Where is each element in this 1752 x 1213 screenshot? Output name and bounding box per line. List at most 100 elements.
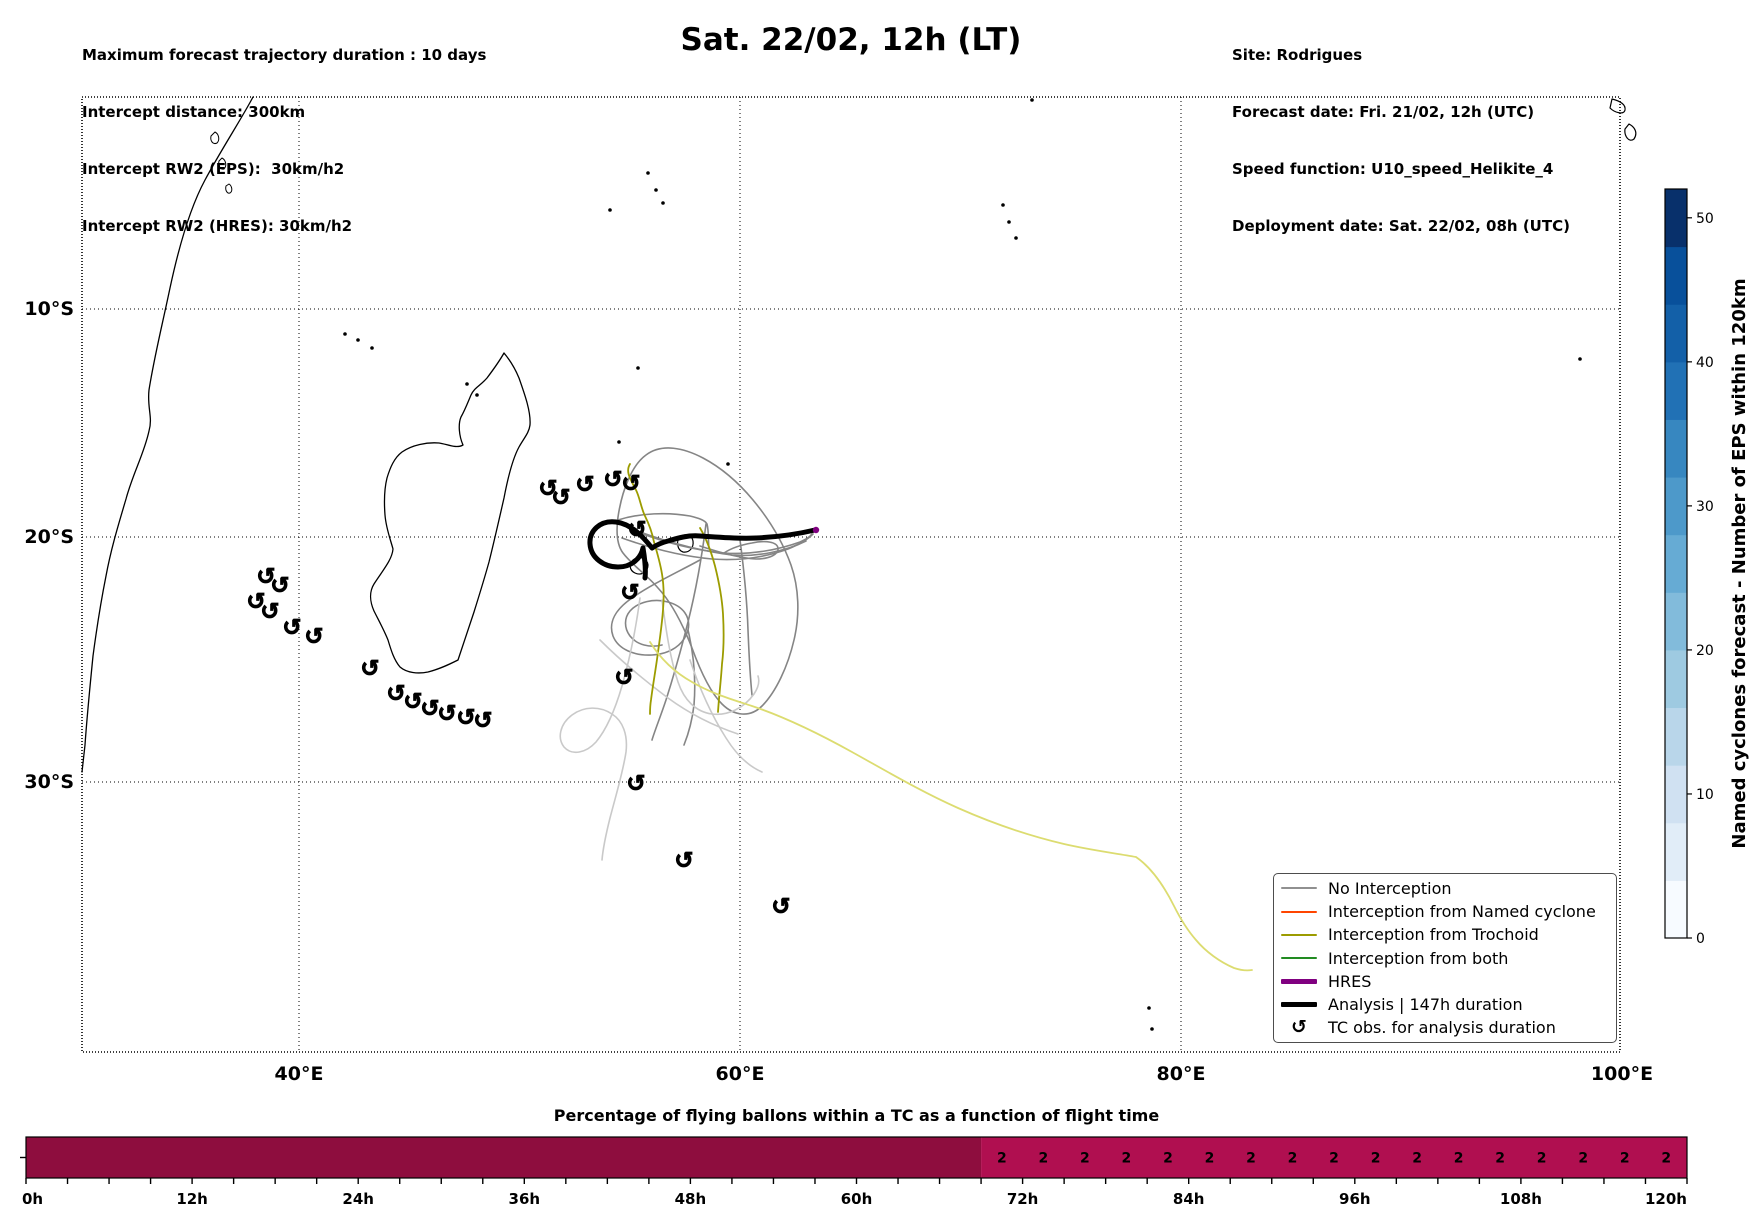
tc-obs-icon: ↺: [386, 681, 405, 707]
tc-obs-icon: ↺: [551, 485, 570, 511]
tc-obs-icon: ↺: [270, 573, 289, 599]
map-path: [627, 463, 665, 715]
legend-line-sample: [1280, 887, 1318, 890]
tc-obs-icon: ↺: [1280, 1018, 1318, 1037]
map-path: [631, 529, 813, 555]
parameters-block: Maximum forecast trajectory duration : 1…: [82, 8, 486, 274]
tc-obs-icon: ↺: [771, 894, 790, 920]
tc-obs-icon: ↺: [420, 696, 439, 722]
bar-segment-late: [981, 1137, 1687, 1178]
tc-obs-icon: ↺: [256, 564, 275, 590]
legend-line-sample: [1280, 933, 1318, 936]
legend-item: HRES: [1280, 970, 1610, 992]
tc-obs-icon: ↺: [403, 689, 422, 715]
legend-label: TC obs. for analysis duration: [1328, 1018, 1556, 1038]
tc-obs-icon: ↺: [260, 599, 279, 625]
tc-obs-icon: ↺: [304, 624, 323, 650]
legend-label: Interception from both: [1328, 948, 1509, 968]
x-axis-tick-label: 60h: [841, 1190, 873, 1208]
speed-function-text: Speed function: U10_speed_Helikite_4: [1232, 160, 1554, 178]
max-duration-text: Maximum forecast trajectory duration : 1…: [82, 46, 487, 64]
legend-item: Analysis | 147h duration: [1280, 994, 1610, 1016]
island-dot: [343, 332, 347, 336]
map-path: [689, 659, 763, 773]
legend-line: [1281, 887, 1317, 890]
tc-obs-icon: ↺: [620, 580, 639, 606]
island-dot: [654, 188, 658, 192]
island-dot: [608, 208, 612, 212]
legend-item: Interception from Trochoid: [1280, 924, 1610, 946]
bar-annotation: 2: [1661, 1151, 1671, 1167]
cyclone-symbol-icon: ↺: [1291, 1016, 1307, 1039]
island-dot: [356, 338, 360, 342]
tc-obs-icon: ↺: [575, 472, 594, 498]
map-path: [1624, 123, 1637, 141]
bar-annotation: 2: [1246, 1151, 1256, 1167]
map-path: [699, 527, 725, 713]
island-dot: [646, 171, 650, 175]
legend-label: Interception from Trochoid: [1328, 925, 1539, 945]
bar-annotation: 2: [1288, 1151, 1298, 1167]
map-path: [699, 540, 779, 560]
x-axis-tick-label: 84h: [1173, 1190, 1205, 1208]
x-axis-tick-label: 72h: [1007, 1190, 1039, 1208]
legend-label: No Interception: [1328, 878, 1452, 898]
x-axis-tick-label: 96h: [1339, 1190, 1371, 1208]
island-dot: [1030, 98, 1034, 102]
legend: No Interception Interception from Named c…: [1273, 873, 1617, 1043]
legend-item: Interception from Named cyclone: [1280, 901, 1610, 923]
legend-item: ↺ TC obs. for analysis duration: [1280, 1017, 1610, 1039]
tc-obs-icon: ↺: [674, 848, 693, 874]
x-axis-tick-label: 120h: [1645, 1190, 1687, 1208]
tc-obs-icon: ↺: [621, 471, 640, 497]
x-axis-tick-label: 48h: [675, 1190, 707, 1208]
map-path: [651, 523, 707, 741]
map-path: [739, 539, 753, 696]
bar-annotation: 2: [1578, 1151, 1588, 1167]
island-dot: [617, 440, 621, 444]
island-dot: [726, 462, 730, 466]
legend-line: [1281, 957, 1317, 959]
island-dot: [1150, 1027, 1154, 1031]
tc-obs-icon: ↺: [282, 615, 301, 641]
island-dot: [1147, 1006, 1151, 1010]
tc-obs-icon: ↺: [538, 476, 557, 502]
map-path: [649, 641, 1253, 972]
bar-annotation: 2: [1620, 1151, 1630, 1167]
lat-tick-label: 10°S: [24, 298, 74, 320]
bar-annotation: 2: [1329, 1151, 1339, 1167]
map-path: [559, 597, 641, 861]
tc-obs-icon: ↺: [473, 708, 492, 734]
bar-annotation: 2: [1495, 1151, 1505, 1167]
lat-tick-label: 20°S: [24, 526, 74, 548]
bar-annotation: 2: [1122, 1151, 1132, 1167]
map-path: [225, 183, 233, 194]
x-axis-tick-label: 12h: [176, 1190, 208, 1208]
map-path: [599, 639, 739, 735]
tc-obs-icon: ↺: [614, 665, 633, 691]
hres-dot: [812, 526, 820, 534]
legend-item: No Interception: [1280, 877, 1610, 899]
legend-line: [1281, 910, 1317, 913]
map-path: [616, 447, 799, 715]
bar-annotation: 2: [1038, 1151, 1048, 1167]
bar-annotation: 2: [1205, 1151, 1215, 1167]
legend-line: [1281, 978, 1317, 984]
tc-obs-icon: ↺: [360, 656, 379, 682]
bar-annotation: 2: [997, 1151, 1007, 1167]
lat-tick-label: 30°S: [24, 771, 74, 793]
bar-annotation: 2: [1371, 1151, 1381, 1167]
bottom-chart-title: Percentage of flying ballons within a TC…: [553, 1106, 1160, 1125]
x-axis-tick-label: 36h: [509, 1190, 541, 1208]
island-dot: [465, 382, 469, 386]
legend-item: Interception from both: [1280, 947, 1610, 969]
lon-tick-label: 80°E: [1157, 1063, 1206, 1085]
lon-tick-label: 40°E: [275, 1063, 324, 1085]
legend-line-sample: [1280, 978, 1318, 984]
bar-annotation: 2: [1537, 1151, 1547, 1167]
legend-line-sample: [1280, 957, 1318, 959]
map-path: [81, 96, 254, 773]
legend-line: [1281, 1002, 1317, 1007]
map-path: [587, 519, 818, 581]
lon-tick-label: 100°E: [1591, 1063, 1653, 1085]
